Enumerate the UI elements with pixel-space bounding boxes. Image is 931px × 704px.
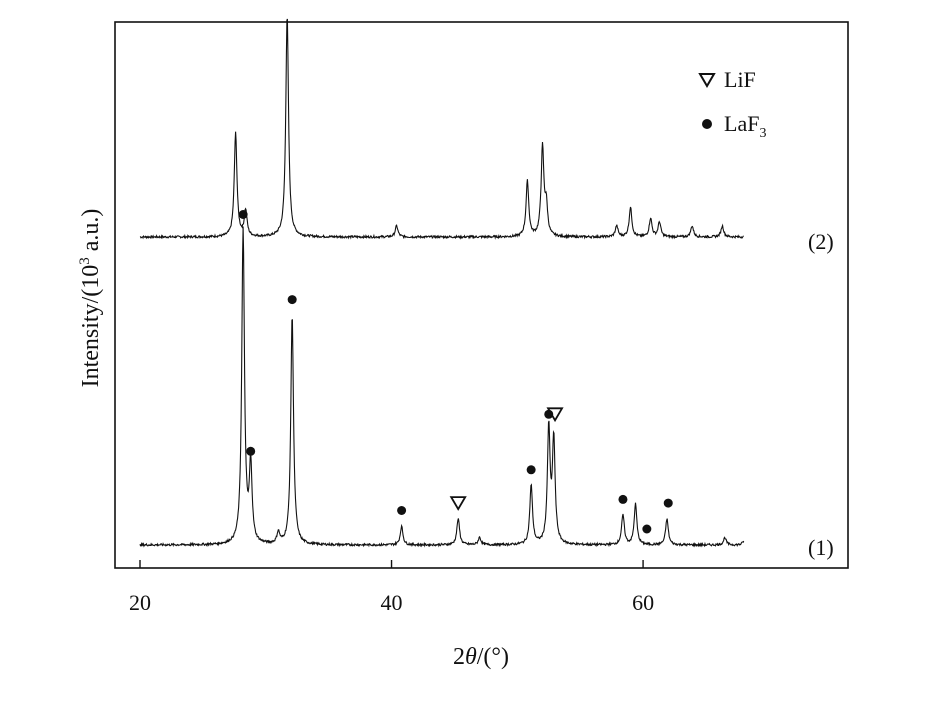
- laf3-peak-marker: [238, 210, 248, 219]
- y-axis-label-main: Intensity/(10: [78, 265, 104, 388]
- legend: LiF LaF3: [698, 67, 766, 141]
- triangle-down-icon: [698, 73, 716, 88]
- laf3-peak-marker: [526, 465, 536, 475]
- x-tick-label-20: 20: [129, 590, 151, 615]
- y-axis-label: Intensity/(103 a.u.): [77, 209, 104, 388]
- laf3-peak-marker: [642, 524, 652, 534]
- x-axis-label-suffix: /(°): [477, 644, 509, 670]
- y-axis-label-sup: 3: [77, 257, 93, 265]
- plot-frame: [114, 21, 849, 569]
- legend-label-laf3-sub: 3: [759, 126, 766, 141]
- laf3-peak-marker: [246, 446, 256, 456]
- laf3-peak-marker: [663, 498, 673, 508]
- legend-label-lif: LiF: [724, 67, 756, 92]
- legend-label-laf3-main: LaF: [724, 111, 759, 136]
- peak-markers: [238, 210, 673, 534]
- series-line-2: [139, 18, 744, 240]
- x-axis-label-prefix: 2: [453, 644, 465, 670]
- series-layer: [139, 18, 745, 548]
- laf3-peak-marker: [618, 494, 628, 504]
- x-axis-label: 2θ/(°): [453, 644, 509, 670]
- y-axis-label-tail: a.u.): [78, 209, 104, 258]
- series-label-2: (2): [808, 229, 834, 254]
- legend-label-laf3: LaF3: [724, 111, 766, 141]
- x-axis-label-theta: θ: [465, 644, 477, 670]
- laf3-peak-marker: [287, 295, 297, 305]
- series-line-1: [139, 226, 745, 548]
- lif-peak-marker: [546, 407, 564, 423]
- laf3-peak-marker: [397, 506, 407, 515]
- circle-icon: [702, 119, 712, 129]
- x-ticks: 20 40 60: [129, 560, 654, 615]
- legend-entry-lif: LiF: [698, 67, 756, 92]
- series-label-1: (1): [808, 535, 834, 560]
- lif-peak-marker: [449, 496, 467, 511]
- x-tick-label-40: 40: [381, 590, 403, 615]
- legend-entry-laf3: LaF3: [702, 111, 766, 141]
- x-tick-label-60: 60: [632, 590, 654, 615]
